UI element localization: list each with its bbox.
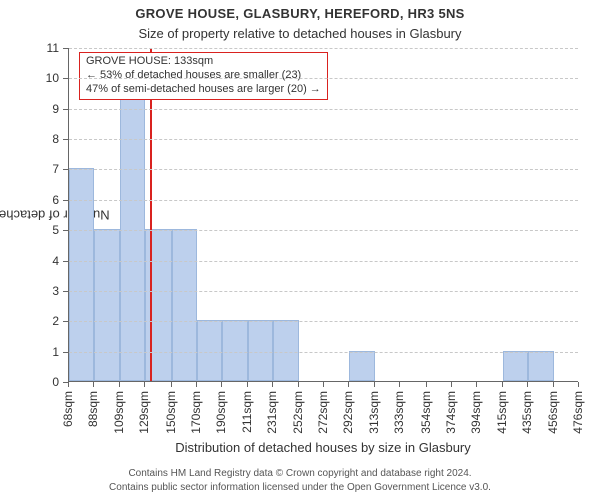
histogram-bar bbox=[528, 351, 554, 381]
y-tick bbox=[63, 48, 68, 49]
y-tick bbox=[63, 291, 68, 292]
gridline bbox=[69, 78, 578, 79]
x-tick bbox=[476, 382, 477, 387]
x-tick-label: 231sqm bbox=[265, 391, 279, 434]
x-tick bbox=[298, 382, 299, 387]
gridline bbox=[69, 321, 578, 322]
y-tick-label: 0 bbox=[39, 375, 59, 389]
x-tick bbox=[119, 382, 120, 387]
x-tick bbox=[171, 382, 172, 387]
gridline bbox=[69, 169, 578, 170]
x-tick-label: 394sqm bbox=[469, 391, 483, 434]
x-tick-label: 313sqm bbox=[367, 391, 381, 434]
y-tick-label: 8 bbox=[39, 132, 59, 146]
x-tick-label: 456sqm bbox=[546, 391, 560, 434]
y-tick bbox=[63, 200, 68, 201]
x-tick-label: 292sqm bbox=[341, 391, 355, 434]
y-tick bbox=[63, 109, 68, 110]
gridline bbox=[69, 261, 578, 262]
x-tick bbox=[374, 382, 375, 387]
callout-line-1: GROVE HOUSE: 133sqm bbox=[86, 55, 321, 69]
x-tick-label: 435sqm bbox=[520, 391, 534, 434]
x-tick-label: 88sqm bbox=[86, 391, 100, 427]
x-tick-label: 190sqm bbox=[214, 391, 228, 434]
y-tick-label: 9 bbox=[39, 102, 59, 116]
y-tick-label: 1 bbox=[39, 345, 59, 359]
gridline bbox=[69, 200, 578, 201]
y-tick-label: 5 bbox=[39, 223, 59, 237]
x-tick-label: 272sqm bbox=[316, 391, 330, 434]
x-tick-label: 476sqm bbox=[571, 391, 585, 434]
chart-container: GROVE HOUSE, GLASBURY, HEREFORD, HR3 5NS… bbox=[0, 0, 600, 500]
x-tick bbox=[502, 382, 503, 387]
plot-area: GROVE HOUSE: 133sqm ← 53% of detached ho… bbox=[68, 48, 578, 382]
gridline bbox=[69, 109, 578, 110]
size-callout-box: GROVE HOUSE: 133sqm ← 53% of detached ho… bbox=[79, 52, 328, 100]
gridline bbox=[69, 352, 578, 353]
gridline bbox=[69, 291, 578, 292]
x-tick-label: 68sqm bbox=[61, 391, 75, 427]
histogram-bar bbox=[172, 229, 197, 381]
y-tick bbox=[63, 230, 68, 231]
x-tick-label: 129sqm bbox=[137, 391, 151, 434]
y-tick-label: 10 bbox=[39, 71, 59, 85]
y-tick bbox=[63, 352, 68, 353]
histogram-bar bbox=[349, 351, 375, 381]
x-tick-label: 109sqm bbox=[112, 391, 126, 434]
x-tick bbox=[272, 382, 273, 387]
histogram-bar bbox=[94, 229, 120, 381]
chart-title-main: GROVE HOUSE, GLASBURY, HEREFORD, HR3 5NS bbox=[0, 6, 600, 21]
x-tick-label: 211sqm bbox=[240, 391, 254, 433]
x-tick-label: 170sqm bbox=[189, 391, 203, 434]
x-tick-label: 333sqm bbox=[392, 391, 406, 434]
x-tick bbox=[348, 382, 349, 387]
chart-title-sub: Size of property relative to detached ho… bbox=[0, 26, 600, 41]
x-tick bbox=[553, 382, 554, 387]
x-tick bbox=[451, 382, 452, 387]
x-tick-label: 252sqm bbox=[291, 391, 305, 434]
y-tick bbox=[63, 261, 68, 262]
x-tick bbox=[196, 382, 197, 387]
x-axis-title: Distribution of detached houses by size … bbox=[68, 440, 578, 455]
x-tick bbox=[399, 382, 400, 387]
x-tick bbox=[527, 382, 528, 387]
gridline bbox=[69, 48, 578, 49]
x-tick-label: 354sqm bbox=[419, 391, 433, 434]
x-tick-label: 150sqm bbox=[164, 391, 178, 434]
y-tick-label: 6 bbox=[39, 193, 59, 207]
y-tick bbox=[63, 78, 68, 79]
gridline bbox=[69, 139, 578, 140]
callout-line-3: 47% of semi-detached houses are larger (… bbox=[86, 83, 321, 97]
y-tick bbox=[63, 169, 68, 170]
x-tick bbox=[578, 382, 579, 387]
y-tick-label: 7 bbox=[39, 162, 59, 176]
histogram-bar bbox=[145, 229, 171, 381]
histogram-bar bbox=[503, 351, 528, 381]
x-tick bbox=[247, 382, 248, 387]
footer-line-1: Contains HM Land Registry data © Crown c… bbox=[0, 468, 600, 479]
x-tick-label: 415sqm bbox=[495, 391, 509, 434]
footer-line-2: Contains public sector information licen… bbox=[0, 482, 600, 493]
x-tick bbox=[221, 382, 222, 387]
y-tick bbox=[63, 139, 68, 140]
x-tick bbox=[323, 382, 324, 387]
y-tick-label: 3 bbox=[39, 284, 59, 298]
x-tick bbox=[426, 382, 427, 387]
x-tick-label: 374sqm bbox=[444, 391, 458, 434]
y-tick-label: 11 bbox=[39, 41, 59, 55]
y-tick-label: 2 bbox=[39, 314, 59, 328]
x-tick bbox=[68, 382, 69, 387]
callout-line-2: ← 53% of detached houses are smaller (23… bbox=[86, 69, 321, 83]
y-tick bbox=[63, 321, 68, 322]
gridline bbox=[69, 230, 578, 231]
x-tick bbox=[93, 382, 94, 387]
y-tick-label: 4 bbox=[39, 254, 59, 268]
x-tick bbox=[144, 382, 145, 387]
